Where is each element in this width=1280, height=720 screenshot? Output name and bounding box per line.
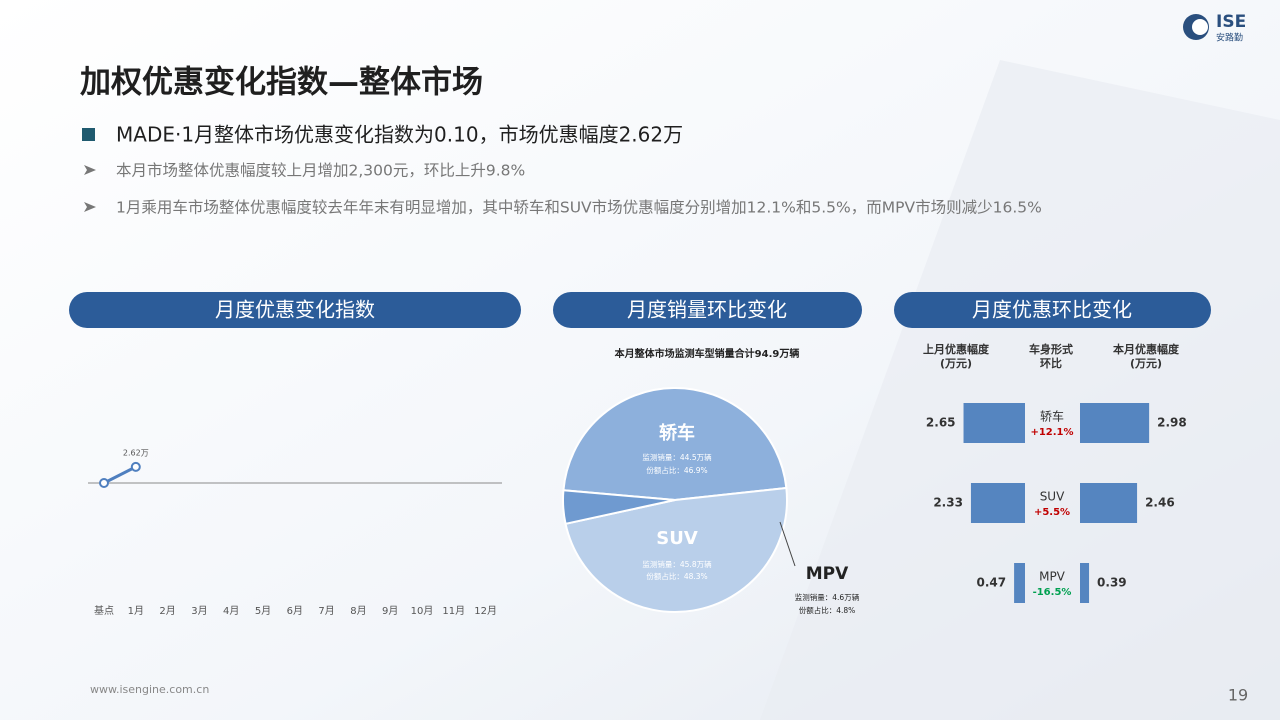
point [130,461,141,472]
pie-slice [562,489,676,526]
volume-label: 44.5万辆 [680,452,712,462]
slice-volume: 监测销量：44.5万辆 [642,452,712,462]
x-tick-label: 11月 [442,605,465,617]
logo-name: 安路勤 [1216,32,1243,44]
section-banner [894,292,1211,328]
slice-share: 份额占比：4.8% [799,605,856,615]
bar-label: 0.47 [976,576,1006,590]
slice-label: SUV [656,528,698,549]
footer-url: www.isengine.com.cn [90,683,209,696]
section-title: 月度销量环比变化 [627,298,787,322]
share-label: 46.9% [684,466,708,475]
section-title: 月度优惠环比变化 [972,298,1132,322]
bullet: 本月市场整体优惠幅度较上月增加2,300元，环比上升9.8% [116,162,525,180]
label-prefix: 份额占比： [646,571,684,581]
slice-volume: 监测销量：4.6万辆 [795,592,860,602]
x-tick-label: 12月 [474,605,497,617]
category-label: SUV [1040,490,1065,504]
bar [970,483,1025,523]
bar [1014,563,1025,603]
x-tick-label: 7月 [318,605,334,617]
slice-label: MPV [806,564,849,584]
volume-label: 4.6万辆 [832,592,859,602]
label-prefix: 监测销量： [795,592,833,602]
x-tick-label: 10月 [411,605,434,617]
x-tick-label: 6月 [287,605,303,617]
x-tick-label: 8月 [350,605,366,617]
section-title: 月度优惠变化指数 [215,298,375,322]
headline: MADE·1月整体市场优惠变化指数为0.10，市场优惠幅度2.62万 [116,123,683,147]
share-label: 4.8% [836,606,855,615]
x-tick-label: 9月 [382,605,398,617]
column-header: (万元) [940,357,972,370]
slice-share: 份额占比：48.3% [646,571,707,581]
column-header: 环比 [1040,356,1062,370]
bullet: 1月乘用车市场整体优惠幅度较去年年末有明显增加，其中轿车和SUV市场优惠幅度分别… [116,199,1042,217]
volume-label: 45.8万辆 [680,559,712,569]
bar [1080,563,1090,603]
bar-label: 0.39 [1097,576,1127,590]
logo-brand: ISE [1216,12,1246,32]
bar [963,403,1025,443]
section-banner [553,292,862,328]
change-label: -16.5% [1033,587,1072,598]
label-prefix: 份额占比： [646,465,684,475]
share-label: 48.3% [684,572,708,581]
pie-slice [564,486,788,613]
category-label: MPV [1039,570,1066,584]
label-prefix: 份额占比： [799,605,837,615]
change-label: +5.5% [1034,507,1070,518]
logo-icon [1192,19,1208,35]
background-shape [760,60,1280,720]
column-header: (万元) [1130,357,1162,370]
x-tick-label: 3月 [191,605,207,617]
change-label: +12.1% [1030,427,1073,438]
column-header: 本月优惠幅度 [1113,342,1180,356]
bar-label: 2.33 [933,496,963,510]
slice-share: 份额占比：46.9% [646,465,707,475]
label-prefix: 监测销量： [642,559,680,569]
leader-line [779,521,796,567]
bar-label: 2.46 [1145,496,1175,510]
x-tick-label: 4月 [223,605,239,617]
column-header: 车身形式 [1029,342,1073,356]
slide-title: 加权优惠变化指数—整体市场 [80,65,483,101]
line [103,465,137,485]
bullet-arrow [84,202,96,212]
chart-subtitle: 本月整体市场监测车型销量合计94.9万辆 [615,347,800,360]
headline-marker [82,128,95,141]
point [99,478,109,488]
data-label: 2.62万 [123,448,149,457]
slice-volume: 监测销量：45.8万辆 [642,559,712,569]
bar-label: 2.65 [926,416,956,430]
bullet-arrow [84,165,96,175]
x-tick-label: 5月 [255,605,271,617]
category-label: 轿车 [1040,409,1064,424]
column-header: 上月优惠幅度 [923,342,990,356]
x-tick-label: 1月 [128,605,144,617]
label-prefix: 监测销量： [642,452,680,462]
x-tick-label: 2月 [159,605,175,617]
bar-label: 2.98 [1157,416,1187,430]
bar [1080,483,1138,523]
x-tick-label: 基点 [94,604,114,617]
bar [1080,403,1150,443]
pie-slice [562,387,788,502]
page-number: 19 [1228,686,1248,705]
slice-label: 轿车 [659,422,695,444]
section-banner [69,292,521,328]
